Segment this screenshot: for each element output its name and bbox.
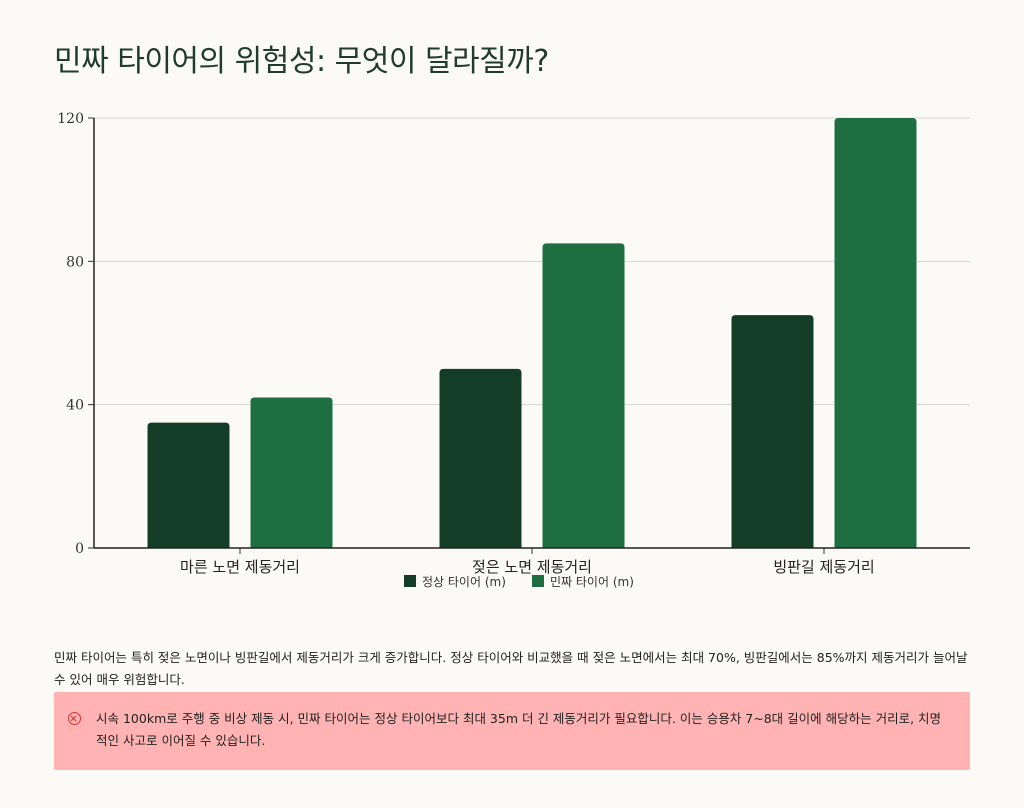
x-tick-label: 빙판길 제동거리 <box>773 558 874 576</box>
x-tick-label: 젖은 노면 제동거리 <box>472 558 592 576</box>
bar <box>439 368 522 548</box>
legend-label: 정상 타이어 (m) <box>422 575 506 589</box>
y-tick-label: 120 <box>57 111 84 127</box>
legend-swatch <box>404 575 416 587</box>
bar <box>542 243 625 548</box>
warning-alert: 시속 100km로 주행 중 비상 제동 시, 민짜 타이어는 정상 타이어보다… <box>54 692 970 770</box>
legend-swatch <box>532 575 544 587</box>
alert-text: 시속 100km로 주행 중 비상 제동 시, 민짜 타이어는 정상 타이어보다… <box>96 711 942 748</box>
bar <box>250 397 333 548</box>
x-tick-label: 마른 노면 제동거리 <box>180 558 300 576</box>
bar <box>731 315 814 548</box>
chart-description: 민짜 타이어는 특히 젖은 노면이나 빙판길에서 제동거리가 크게 증가합니다.… <box>54 649 968 687</box>
y-tick-label: 0 <box>75 541 84 557</box>
legend-label: 민짜 타이어 (m) <box>550 575 634 589</box>
circle-x-icon <box>68 712 81 725</box>
page-title: 민짜 타이어의 위험성: 무엇이 달라질까? <box>54 44 549 79</box>
bar <box>834 118 917 548</box>
bar <box>147 422 230 548</box>
y-tick-label: 80 <box>66 254 84 270</box>
y-tick-label: 40 <box>66 398 84 414</box>
